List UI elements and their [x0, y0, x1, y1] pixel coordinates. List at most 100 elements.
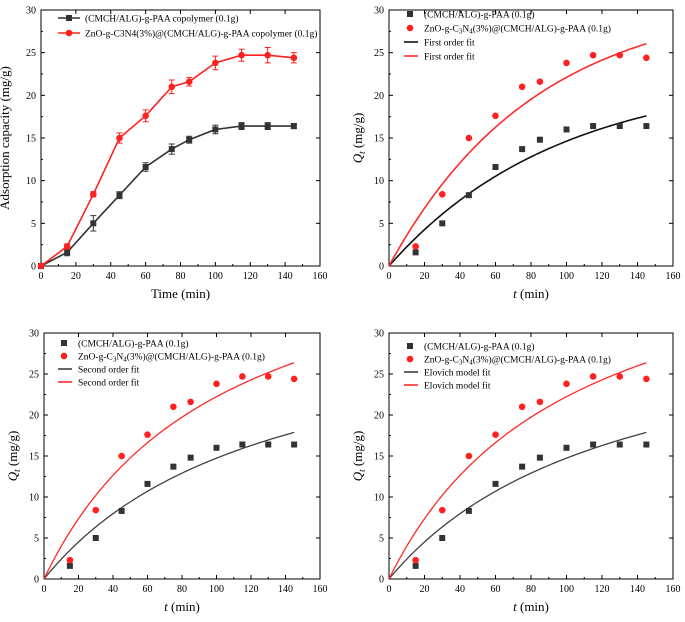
data-point-square — [616, 441, 623, 448]
data-point-square — [519, 463, 526, 470]
y-tick-label: 10 — [29, 493, 39, 504]
data-point-square — [643, 441, 650, 448]
legend-label-2: ZnO-g-C3N4(3%)@(CMCH/ALG)-g-PAA (0.1g) — [424, 24, 611, 36]
legend-fit-label-2: First order fit — [424, 52, 475, 63]
data-point-square — [142, 164, 149, 171]
x-tick-label: 60 — [143, 584, 153, 595]
data-point-circle — [589, 373, 597, 380]
data-point-circle — [438, 506, 446, 514]
x-axis-label: t (min) — [513, 599, 549, 614]
y-tick-label: 5 — [31, 219, 36, 230]
data-point-square — [187, 454, 194, 461]
data-point-square — [465, 192, 472, 199]
data-point-circle — [116, 134, 123, 142]
data-point-circle — [264, 51, 271, 59]
data-point-square — [643, 123, 650, 130]
plot-frame — [40, 9, 321, 267]
x-tick-label: 40 — [455, 584, 465, 595]
y-tick-label: 25 — [26, 48, 36, 59]
data-point-square — [92, 535, 99, 541]
x-tick-label: 40 — [106, 271, 116, 282]
data-point-square — [116, 192, 123, 199]
data-point-circle — [563, 380, 570, 388]
x-tick-label: 0 — [42, 584, 47, 595]
legend-fit-label-1: First order fit — [424, 38, 475, 49]
x-tick-label: 160 — [666, 584, 681, 595]
series-line-2 — [40, 54, 294, 267]
y-tick-label: 10 — [374, 493, 384, 504]
legend: (CMCH/ALG)-g-PAA (0.1g) ZnO-g-C3N4(3%)@(C… — [404, 10, 611, 63]
data-point-square — [439, 220, 446, 227]
y-tick-label: 0 — [379, 262, 384, 273]
data-point-square — [563, 444, 570, 451]
data-point-square — [64, 249, 71, 256]
x-tick-label: 60 — [491, 584, 501, 595]
fit-curve-1 — [43, 431, 295, 580]
data-point-circle — [142, 112, 149, 120]
y-tick-label: 30 — [374, 6, 384, 17]
data-point-circle — [168, 83, 176, 91]
x-tick-label: 60 — [141, 271, 151, 282]
y-axis-label: Qt (mg/g) — [5, 431, 22, 482]
data-point-circle — [37, 262, 45, 270]
y-tick-label: 20 — [29, 411, 39, 422]
data-point-circle — [63, 243, 71, 250]
y-tick-label: 25 — [29, 370, 39, 381]
x-tick-label: 80 — [177, 584, 187, 595]
x-tick-label: 100 — [209, 584, 224, 595]
data-point-square — [563, 126, 570, 133]
data-point-square — [238, 123, 245, 130]
data-point-square — [61, 340, 67, 346]
legend-fit-label-2: Second order fit — [78, 378, 140, 389]
data-point-square — [492, 480, 499, 487]
data-point-circle — [518, 83, 526, 91]
x-tick-label: 20 — [71, 271, 81, 282]
legend: (CMCH/ALG)-g-PAA copolymer (0.1g) ZnO-g-C… — [58, 14, 317, 40]
data-point-circle — [118, 452, 125, 460]
data-point-circle — [65, 29, 73, 37]
y-tick-label: 5 — [34, 534, 39, 545]
y-axis-label: Qt (mg/g) — [350, 431, 367, 482]
y-tick-label: 20 — [374, 411, 384, 422]
data-point-square — [291, 441, 298, 448]
data-point-circle — [213, 380, 220, 388]
data-point-square — [168, 146, 175, 153]
data-point-square — [186, 136, 193, 143]
data-point-square — [439, 535, 446, 541]
y-tick-label: 30 — [374, 329, 384, 340]
x-tick-label: 20 — [420, 584, 430, 595]
data-point-circle — [212, 59, 219, 67]
data-point-square — [170, 463, 177, 470]
x-tick-label: 0 — [387, 584, 392, 595]
y-tick-label: 0 — [31, 262, 36, 273]
y-tick-label: 15 — [374, 452, 384, 463]
data-point-circle — [60, 352, 68, 360]
y-tick-label: 5 — [379, 219, 384, 230]
x-axis-label: t (min) — [513, 286, 549, 301]
x-tick-label: 60 — [491, 271, 501, 282]
data-point-square — [239, 441, 246, 448]
data-point-square — [412, 562, 419, 569]
data-point-square — [265, 441, 272, 448]
x-tick-label: 160 — [313, 584, 328, 595]
chart-panel-4: 0 20 40 60 80 100 120 140 160 0 5 10 15 20 25 30 t (min)… — [350, 329, 681, 615]
data-point-circle — [563, 59, 570, 67]
legend-label-1: (CMCH/ALG)-g-PAA copolymer (0.1g) — [85, 14, 238, 25]
y-axis-label: Adsorption capacity (mg/g) — [0, 66, 12, 210]
y-tick-label: 0 — [379, 575, 384, 586]
y-tick-label: 10 — [26, 176, 36, 187]
data-point-square — [90, 220, 97, 227]
data-point-square — [407, 11, 413, 17]
legend-label-1: (CMCH/ALG)-g-PAA (0.1g) — [78, 339, 188, 350]
data-point-circle — [616, 373, 624, 380]
data-point-circle — [144, 431, 151, 438]
data-point-square — [407, 343, 413, 349]
legend-label-2: ZnO-g-C3N4(3%)@(CMCH/ALG)-g-PAA copolyme… — [85, 29, 317, 40]
x-tick-label: 140 — [630, 271, 645, 282]
chart-panel-3: 0 20 40 60 80 100 120 140 160 0 5 10 15 20 25 30 t (min)… — [5, 329, 328, 615]
legend-fit-label-2: Elovich model fit — [424, 381, 491, 392]
data-point-circle — [536, 78, 544, 85]
data-point-square — [536, 136, 543, 143]
legend-fit-label-1: Second order fit — [78, 365, 140, 376]
